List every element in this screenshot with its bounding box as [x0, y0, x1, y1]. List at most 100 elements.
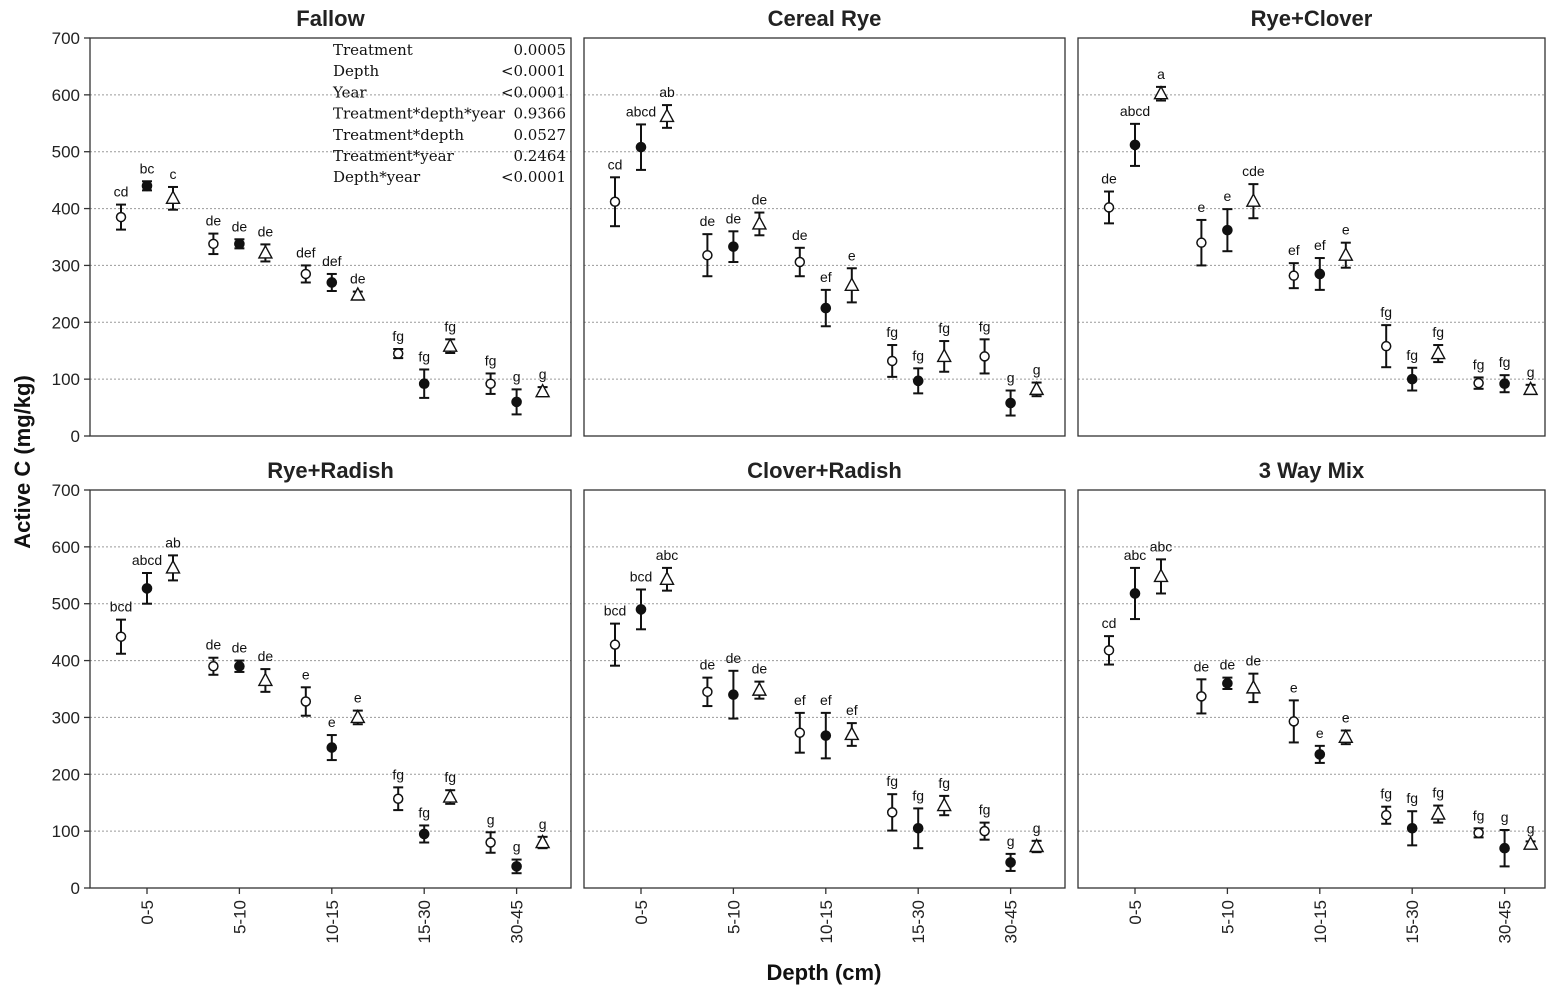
- y-tick-label: 500: [52, 595, 80, 614]
- stats-pvalue: <0.0001: [501, 62, 566, 80]
- data-point-open-circle: [1103, 645, 1115, 656]
- significance-letter: bcd: [110, 599, 133, 615]
- significance-letter: fg: [938, 320, 950, 336]
- significance-letter: fg: [886, 324, 898, 340]
- y-tick-label: 100: [52, 370, 80, 389]
- data-point-open-circle: [979, 825, 990, 837]
- significance-letter: abcd: [132, 552, 162, 568]
- data-point-open-circle: [300, 268, 312, 280]
- y-tick-label: 600: [52, 538, 80, 557]
- y-axis-label: Active C (mg/kg): [10, 375, 35, 549]
- significance-letter: abcd: [626, 103, 656, 119]
- stats-pvalue: <0.0001: [501, 168, 566, 186]
- data-point-open-circle: [609, 196, 621, 207]
- significance-letter: e: [1342, 222, 1350, 238]
- significance-letter: def: [296, 244, 316, 260]
- y-tick-label: 500: [52, 143, 80, 162]
- x-tick-label: 5-10: [230, 900, 249, 934]
- y-tick-label: 400: [52, 652, 80, 671]
- significance-letter: g: [1007, 370, 1015, 386]
- significance-letter: fg: [418, 348, 430, 364]
- stats-pvalue: <0.0001: [501, 83, 566, 101]
- data-point-open-triangle: [751, 681, 768, 696]
- significance-letter: fg: [444, 769, 456, 785]
- data-point-open-circle: [702, 249, 713, 261]
- data-point-open-triangle: [165, 189, 181, 205]
- significance-letter: ef: [1288, 242, 1300, 258]
- significance-letter: bc: [140, 160, 155, 176]
- significance-letter: c: [170, 166, 177, 182]
- stats-pvalue: 0.9366: [514, 105, 567, 123]
- significance-letter: fg: [1499, 354, 1511, 370]
- significance-letter: fg: [418, 804, 430, 820]
- significance-letter: e: [354, 690, 362, 706]
- data-point-open-triangle: [534, 834, 551, 849]
- data-point-open-triangle: [844, 726, 860, 741]
- significance-letter: fg: [392, 766, 404, 782]
- data-point-open-triangle: [936, 797, 952, 812]
- y-tick-label: 600: [52, 86, 80, 105]
- significance-letter: def: [322, 253, 342, 269]
- data-point-filled-circle: [1222, 224, 1233, 236]
- stats-term: Treatment*depth*year: [333, 105, 506, 123]
- data-point-filled-circle: [1005, 397, 1016, 409]
- data-point-open-circle: [300, 696, 312, 707]
- data-point-open-circle: [886, 355, 898, 367]
- y-tick-label: 0: [71, 427, 80, 446]
- significance-letter: fg: [444, 318, 456, 334]
- significance-letter: fg: [979, 318, 991, 334]
- stats-pvalue: 0.0005: [514, 41, 567, 59]
- data-point-open-circle: [485, 837, 496, 848]
- data-point-open-triangle: [1153, 567, 1169, 583]
- stats-term: Depth: [333, 62, 380, 80]
- significance-letter: cd: [114, 184, 129, 200]
- data-point-open-triangle: [257, 244, 274, 259]
- data-point-open-triangle: [350, 708, 366, 724]
- y-tick-label: 700: [52, 481, 80, 500]
- data-point-open-circle: [794, 256, 806, 268]
- significance-letter: de: [726, 210, 742, 226]
- significance-letter: de: [232, 640, 248, 656]
- significance-letter: ef: [820, 269, 832, 285]
- significance-letter: g: [539, 366, 547, 382]
- significance-letter: de: [726, 650, 742, 666]
- significance-letter: de: [1101, 171, 1117, 187]
- significance-letter: g: [513, 368, 521, 384]
- x-tick-label: 5-10: [724, 900, 743, 934]
- data-point-filled-circle: [1314, 268, 1326, 280]
- data-point-open-triangle: [1338, 728, 1354, 744]
- significance-letter: de: [232, 218, 248, 234]
- x-tick-label: 30-45: [1002, 900, 1021, 943]
- data-point-open-circle: [1380, 340, 1392, 352]
- significance-letter: fg: [886, 773, 898, 789]
- significance-letter: fg: [485, 352, 497, 368]
- significance-letter: g: [513, 839, 521, 855]
- y-tick-label: 100: [52, 822, 80, 841]
- y-tick-label: 400: [52, 200, 80, 219]
- x-tick-label: 15-30: [1403, 900, 1422, 943]
- data-point-open-triangle: [844, 276, 860, 292]
- significance-letter: bcd: [630, 569, 653, 585]
- data-point-open-circle: [1473, 377, 1484, 389]
- significance-letter: ab: [165, 534, 181, 550]
- significance-letter: e: [1342, 710, 1350, 726]
- data-point-filled-circle: [326, 742, 338, 753]
- data-point-filled-circle: [820, 730, 832, 741]
- data-point-open-triangle: [350, 286, 366, 301]
- x-tick-label: 5-10: [1218, 900, 1237, 934]
- significance-letter: ef: [794, 692, 806, 708]
- data-point-open-circle: [115, 631, 127, 642]
- significance-letter: g: [1033, 362, 1041, 378]
- data-point-filled-circle: [912, 823, 924, 834]
- significance-letter: fg: [1406, 347, 1418, 363]
- x-tick-label: 30-45: [1496, 900, 1515, 943]
- data-point-open-triangle: [659, 570, 675, 585]
- x-tick-label: 0-5: [1126, 900, 1145, 925]
- y-tick-label: 0: [71, 879, 80, 898]
- data-point-open-circle: [392, 348, 404, 359]
- significance-letter: fg: [912, 787, 924, 803]
- stats-term: Treatment: [333, 41, 413, 59]
- data-point-open-triangle: [1245, 679, 1262, 694]
- data-point-open-triangle: [165, 559, 181, 574]
- significance-letter: de: [350, 271, 366, 287]
